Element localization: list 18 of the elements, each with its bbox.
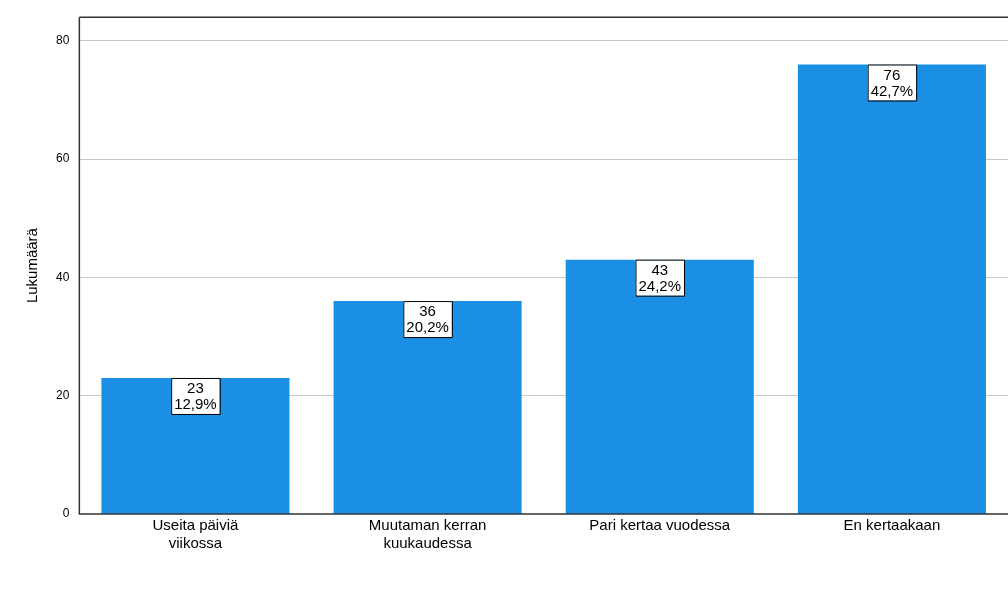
data-label: 23 12,9% [174,379,217,413]
x-tick-label: Pari kertaa vuodessa [589,516,731,534]
x-tick-label: Useita päiviä viikossa [152,516,240,552]
y-tick-label: 20 [55,388,70,403]
x-tick-label: En kertaakaan [843,516,941,534]
y-tick-label: 0 [62,506,70,521]
y-axis-title: Lukumäärä [23,227,41,304]
data-label: 76 42,7% [870,65,914,99]
bar [101,377,290,514]
y-tick-label: 80 [55,33,70,48]
y-tick-label: 60 [55,151,70,166]
bar [333,301,522,514]
bar [797,64,986,514]
y-tick-label: 40 [55,269,70,284]
bar [565,259,754,514]
data-label: 36 20,2% [406,302,449,336]
x-tick-label: Muutaman kerran kuukaudessa [368,516,487,552]
data-label: 43 24,2% [638,260,682,294]
